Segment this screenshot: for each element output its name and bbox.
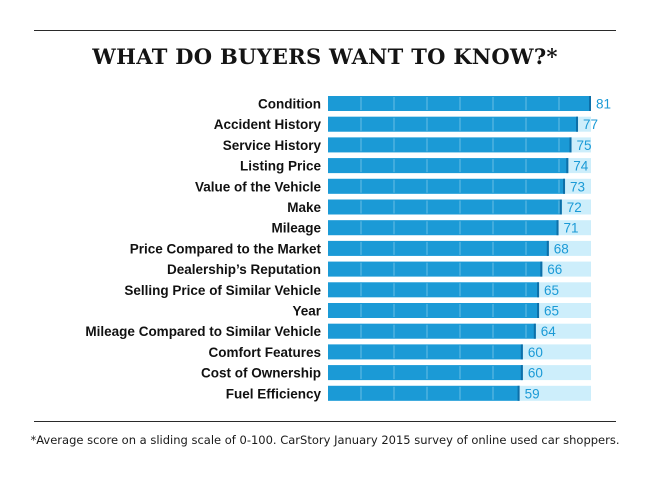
value-label: 73 <box>570 179 585 194</box>
bar-end-cap <box>559 199 562 215</box>
bar-end-cap <box>569 137 572 153</box>
bar-end-cap <box>566 158 569 174</box>
bar-end-cap <box>533 323 536 339</box>
bar-end-cap <box>517 385 520 401</box>
chart-title: WHAT DO BUYERS WANT TO KNOW?* <box>92 44 558 69</box>
bottom-rule <box>34 421 616 422</box>
category-label: Dealership’s Reputation <box>167 262 321 277</box>
top-rule <box>34 30 616 31</box>
value-label: 75 <box>577 138 592 153</box>
bar <box>328 365 523 381</box>
bar <box>328 137 572 153</box>
category-label: Listing Price <box>240 159 322 174</box>
bar-end-cap <box>546 240 549 256</box>
bar <box>328 344 523 360</box>
value-label: 65 <box>544 304 559 319</box>
bar-row: Value of the Vehicle 73 <box>195 178 591 194</box>
bar <box>328 220 559 236</box>
bar-row: Listing Price 74 <box>240 158 591 174</box>
category-label: Price Compared to the Market <box>130 241 322 256</box>
category-label: Selling Price of Similar Vehicle <box>124 283 321 298</box>
bar-row: Mileage 71 <box>271 220 591 236</box>
bar-end-cap <box>589 96 591 111</box>
category-label: Service History <box>223 138 322 153</box>
bar <box>328 240 549 256</box>
bar <box>328 323 536 339</box>
bar <box>328 158 569 174</box>
bar-row: Price Compared to the Market 68 <box>130 240 591 256</box>
value-label: 66 <box>547 262 562 277</box>
bar-end-cap <box>563 178 566 194</box>
bar <box>328 96 591 111</box>
bar <box>328 116 579 132</box>
bar-end-cap <box>576 116 579 132</box>
value-label: 72 <box>567 200 582 215</box>
bar-row: Dealership’s Reputation 66 <box>167 261 591 277</box>
bar-row: Selling Price of Similar Vehicle 65 <box>124 282 591 298</box>
category-label: Condition <box>258 97 321 112</box>
category-label: Accident History <box>214 117 322 132</box>
value-label: 68 <box>554 241 569 256</box>
value-label: 65 <box>544 283 559 298</box>
category-label: Year <box>292 304 321 319</box>
bar <box>328 199 562 215</box>
category-label: Comfort Features <box>208 345 321 360</box>
bar-row: Year 65 <box>292 303 591 319</box>
value-label: 59 <box>525 386 540 401</box>
category-label: Mileage Compared to Similar Vehicle <box>85 324 321 339</box>
category-label: Value of the Vehicle <box>195 179 322 194</box>
bar-row: Service History 75 <box>223 137 592 153</box>
bar <box>328 261 543 277</box>
bar <box>328 303 540 318</box>
footnote: *Average score on a sliding scale of 0-1… <box>30 433 620 447</box>
bar-row: Cost of Ownership 60 <box>201 365 591 381</box>
value-label: 74 <box>573 159 589 174</box>
bar-row: Make 72 <box>287 199 591 215</box>
bar-row: Condition 81 <box>258 96 611 112</box>
bar-end-cap <box>520 344 523 360</box>
value-label: 71 <box>564 221 579 236</box>
value-label: 77 <box>583 117 598 132</box>
category-label: Mileage <box>271 221 321 236</box>
category-label: Cost of Ownership <box>201 366 321 381</box>
category-label: Make <box>287 200 321 215</box>
bar-row: Mileage Compared to Similar Vehicle 64 <box>85 323 591 339</box>
value-label: 64 <box>541 324 557 339</box>
bar <box>328 385 520 401</box>
bar-end-cap <box>540 261 543 277</box>
bar-end-cap <box>556 220 559 236</box>
bar <box>328 282 540 298</box>
value-label: 60 <box>528 366 543 381</box>
value-label: 60 <box>528 345 543 360</box>
bar-end-cap <box>537 303 540 318</box>
bar-end-cap <box>537 282 540 298</box>
bar-row: Comfort Features 60 <box>208 344 591 360</box>
value-label: 81 <box>596 97 611 112</box>
bar <box>328 178 566 194</box>
bar-row: Accident History 77 <box>214 116 598 132</box>
bar-end-cap <box>520 365 523 381</box>
bar-row: Fuel Efficiency 59 <box>226 385 591 401</box>
category-label: Fuel Efficiency <box>226 386 322 401</box>
